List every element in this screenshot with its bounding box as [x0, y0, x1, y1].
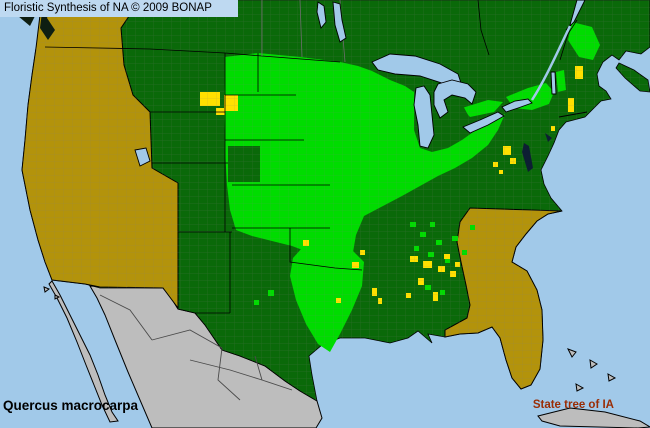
- lake-winnipeg: [332, 1, 347, 43]
- st-lawrence-river: [530, 25, 572, 101]
- lake-michigan: [413, 85, 435, 149]
- state-tree-annotation: State tree of IA: [532, 399, 614, 411]
- map-title: Floristic Synthesis of NA © 2009 BONAP: [4, 2, 212, 14]
- county-grid-overlay: [22, 0, 650, 401]
- st-lawrence-estuary: [565, 0, 586, 31]
- delaware-bay: [545, 133, 552, 142]
- title-bar-background: [0, 0, 238, 17]
- great-salt-lake: [134, 147, 151, 167]
- lake-ontario: [501, 98, 533, 113]
- no-data-regions: [43, 280, 650, 428]
- lake-huron: [433, 79, 477, 119]
- region-baja-california: [48, 280, 119, 423]
- lakes: [134, 0, 586, 167]
- channel-islands: [43, 286, 61, 300]
- lake-erie: [462, 111, 505, 134]
- bahamas-islands: [566, 348, 617, 392]
- species-name-label: Quercus macrocarpa: [3, 398, 139, 413]
- long-island-sound: [558, 111, 588, 118]
- lake-winnipegosis: [316, 1, 327, 29]
- lake-champlain: [550, 71, 557, 95]
- chesapeake-bay: [522, 143, 533, 172]
- state-borders: [44, 0, 578, 314]
- maine-border: [559, 19, 578, 61]
- ontario-quebec-border: [477, 0, 490, 56]
- mexico-state-borders: [99, 294, 293, 401]
- region-cuba: [537, 407, 650, 428]
